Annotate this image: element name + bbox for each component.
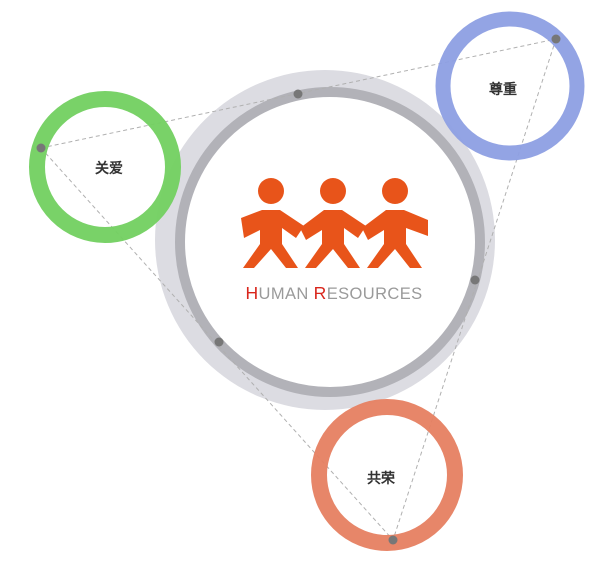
hr-word-uman: UMAN (259, 285, 309, 303)
hr-initial-h: H (245, 283, 258, 303)
connector-lines (40, 38, 557, 541)
connector-line-right (392, 38, 557, 541)
dot-main-left (214, 337, 224, 347)
node-respect-ring (435, 11, 585, 161)
hr-logo: HUMAN RESOURCES (241, 178, 428, 303)
dot-shared-prosperity (388, 535, 398, 545)
node-care-label: 关爱 (95, 160, 123, 177)
connector-line-top (40, 38, 557, 149)
connector-line-left (40, 147, 394, 541)
hr-word-esources: ESOURCES (327, 285, 423, 303)
figure-head-3 (382, 178, 408, 204)
dot-care (36, 143, 46, 153)
dot-main-right (470, 275, 480, 285)
figure-body-1 (241, 210, 304, 268)
node-shared-prosperity-label: 共荣 (367, 470, 396, 487)
figure-head-2 (320, 178, 346, 204)
people-figures-icon (241, 178, 428, 268)
connector-dots (36, 34, 561, 545)
hr-initial-r: R (314, 283, 327, 303)
figure-head-1 (258, 178, 284, 204)
hr-logo-text: HUMAN RESOURCES (245, 283, 422, 303)
figure-body-2 (300, 210, 366, 268)
node-shared-prosperity: 共荣 (311, 399, 463, 551)
dot-respect (551, 34, 561, 44)
node-care: 关爱 (29, 91, 181, 243)
node-respect: 尊重 (435, 11, 585, 161)
node-shared-prosperity-ring (311, 399, 463, 551)
node-respect-label: 尊重 (489, 81, 517, 98)
dot-main-top (293, 89, 303, 99)
figure-body-3 (362, 210, 428, 268)
node-care-ring (29, 91, 181, 243)
